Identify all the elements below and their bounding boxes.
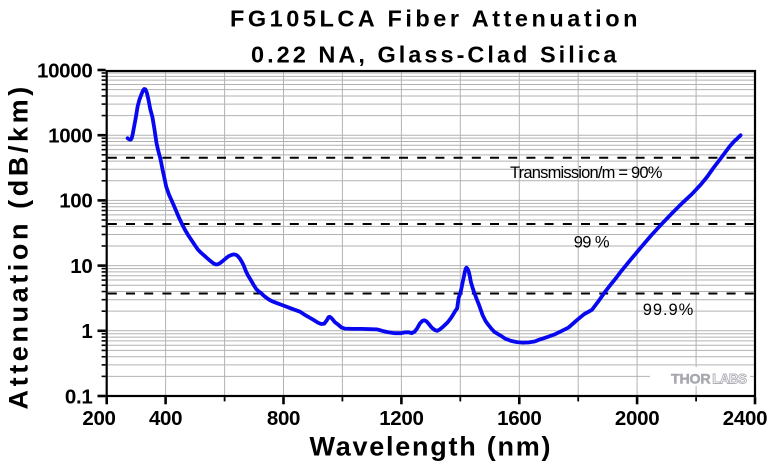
svg-text:10000: 10000 [37,59,93,82]
svg-text:1000: 1000 [48,125,92,148]
svg-text:1600: 1600 [497,407,541,430]
svg-text:1200: 1200 [379,407,423,430]
svg-text:800: 800 [267,407,300,430]
svg-text:99 %: 99 % [574,233,610,251]
svg-text:99.9%: 99.9% [643,301,695,319]
svg-text:0.1: 0.1 [65,385,93,408]
svg-text:THOR: THOR [671,372,710,388]
svg-text:Attenuation (dB/km): Attenuation (dB/km) [4,83,34,409]
svg-text:200: 200 [82,407,115,430]
svg-text:Transmission/m = 90%: Transmission/m = 90% [510,164,663,182]
svg-text:LABS: LABS [712,372,747,387]
svg-text:0.22 NA, Glass-Clad Silica: 0.22 NA, Glass-Clad Silica [251,42,619,68]
svg-text:Wavelength (nm): Wavelength (nm) [310,431,553,461]
svg-text:2000: 2000 [615,407,659,430]
svg-text:400: 400 [149,407,182,430]
svg-text:100: 100 [59,190,92,213]
svg-text:2400: 2400 [723,407,767,430]
svg-text:1: 1 [81,320,92,343]
svg-text:FG105LCA Fiber Attenuation: FG105LCA Fiber Attenuation [230,6,641,32]
svg-text:10: 10 [70,255,92,278]
